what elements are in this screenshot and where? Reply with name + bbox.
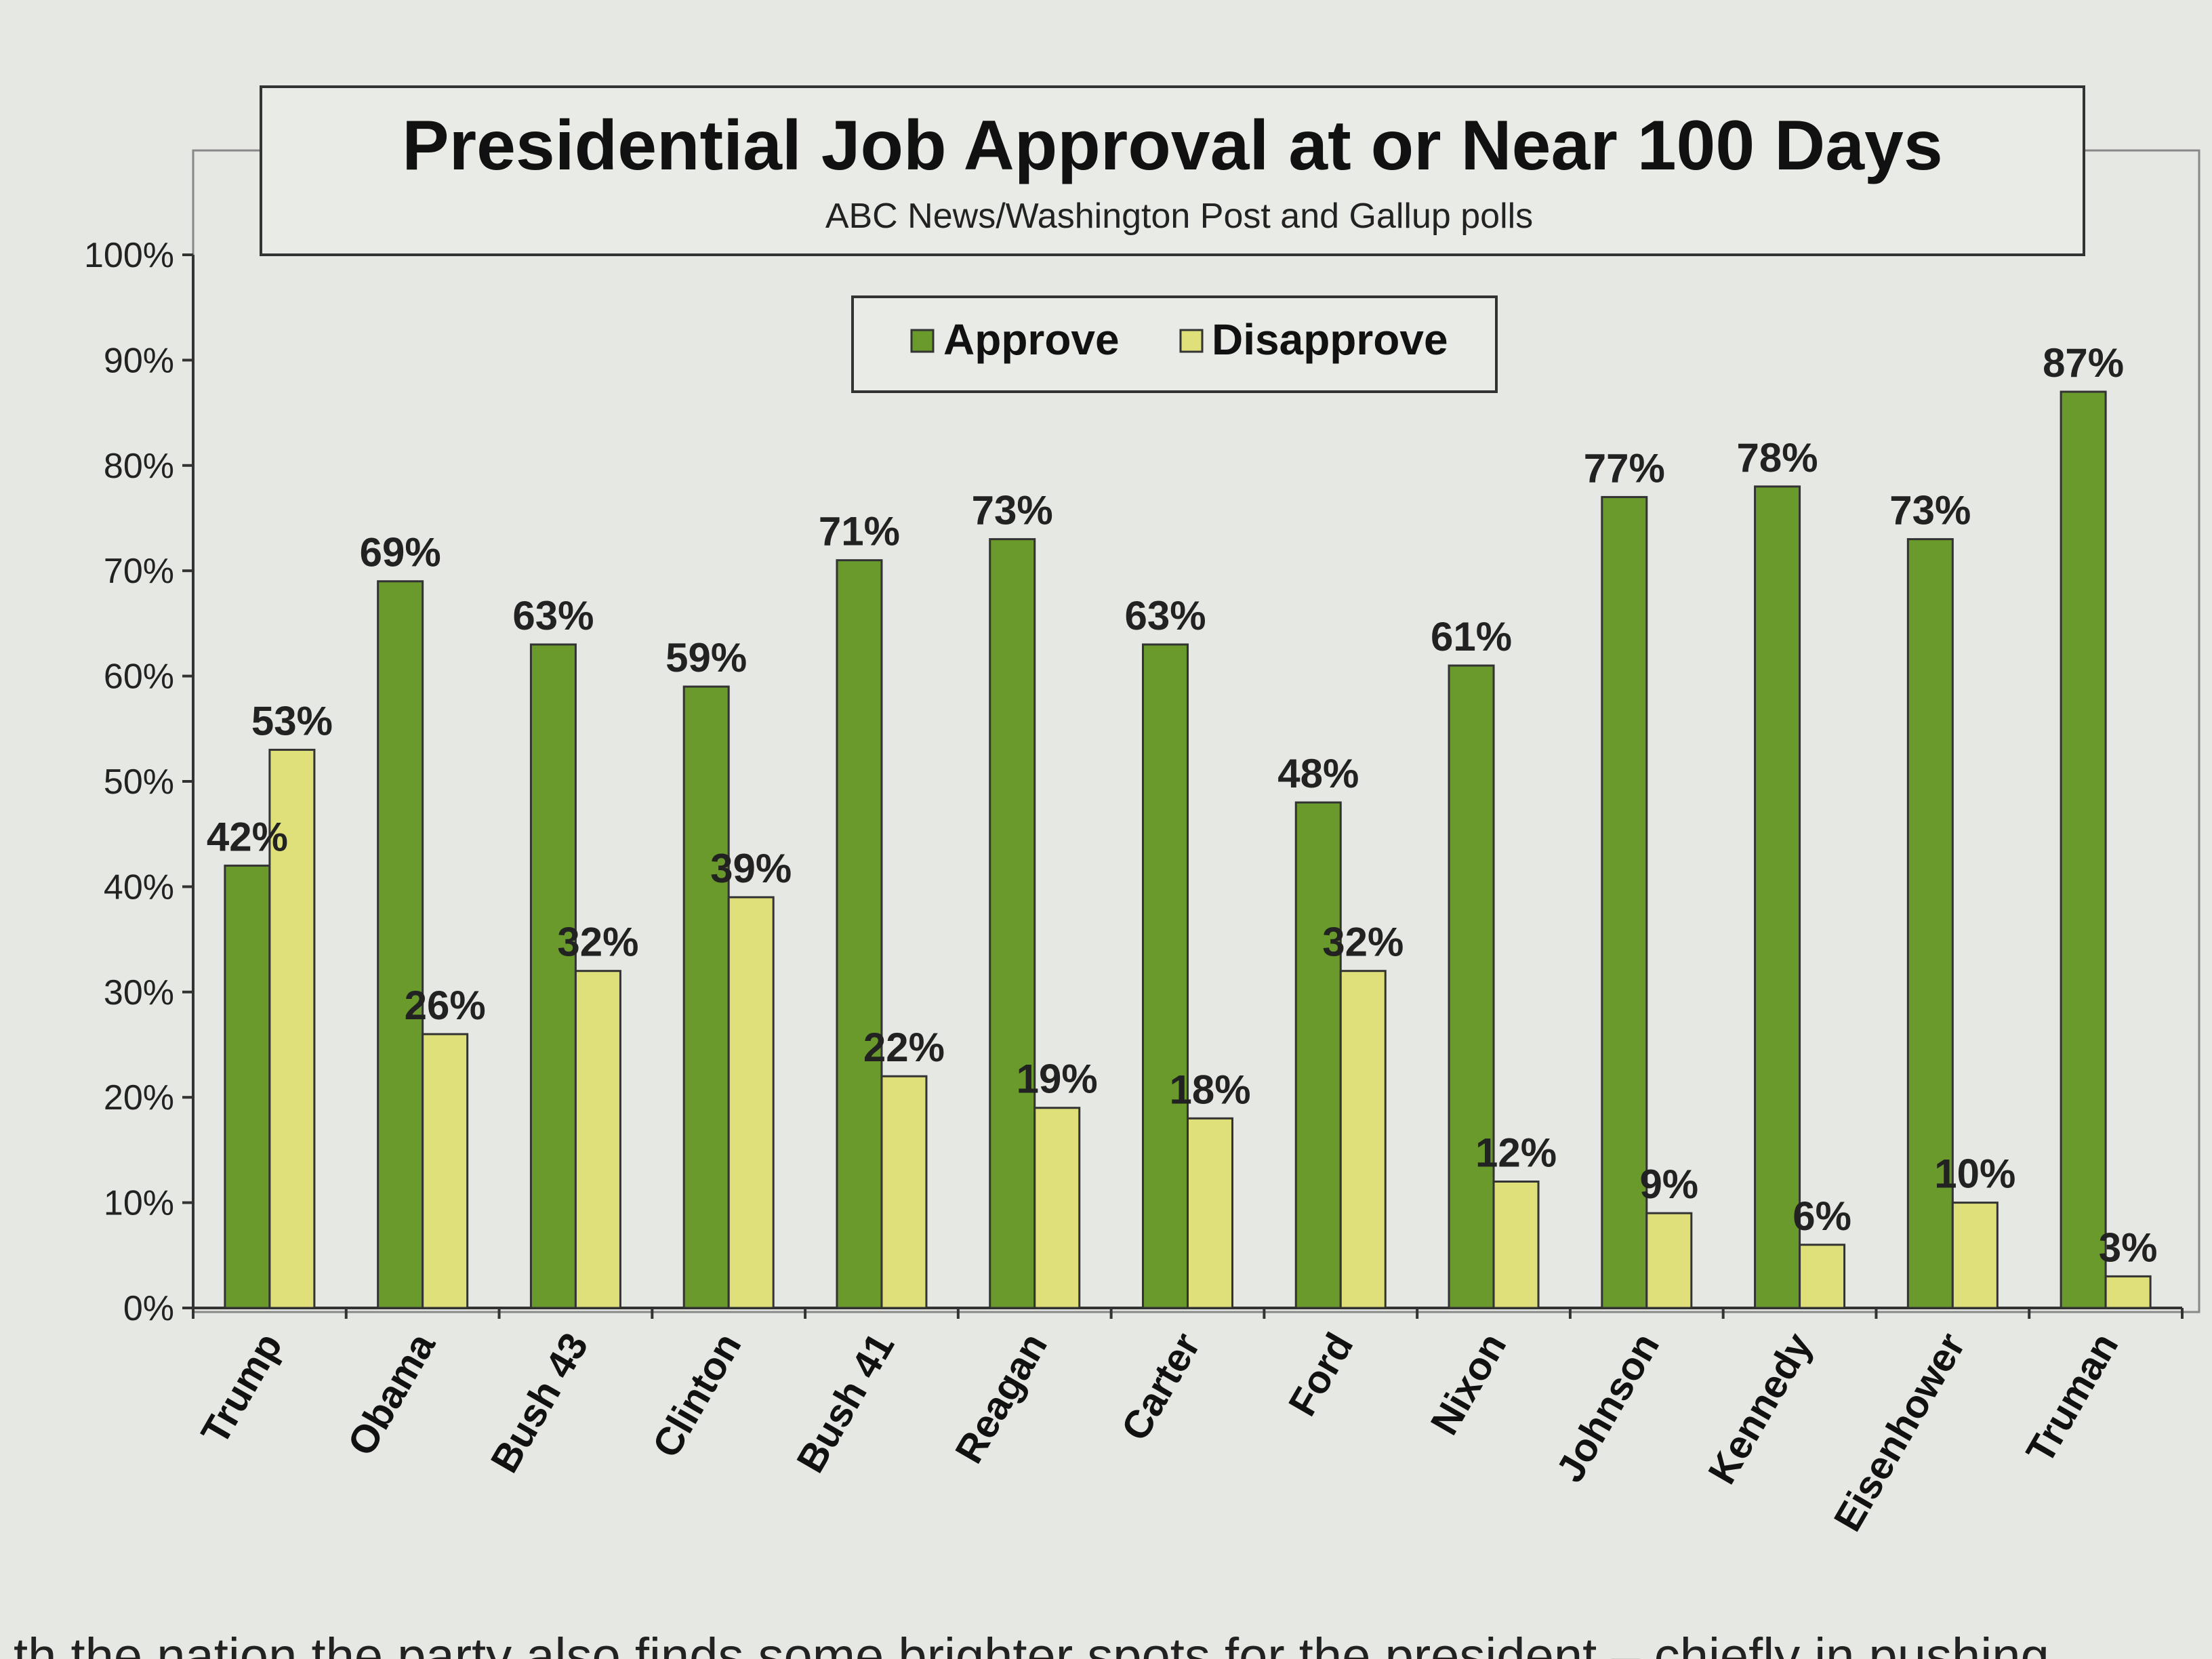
data-label-approve: 71%: [819, 509, 900, 554]
bar-approve-kennedy: [1754, 485, 1801, 1309]
category-label: Obama: [339, 1325, 444, 1462]
y-tick-label: 0%: [123, 1289, 174, 1328]
y-tick-label: 20%: [104, 1078, 174, 1118]
y-tick-label: 60%: [104, 657, 174, 697]
data-label-disapprove: 18%: [1169, 1067, 1250, 1112]
bar-approve-nixon: [1448, 664, 1495, 1309]
y-tick-label: 70%: [104, 552, 174, 591]
data-label-approve: 77%: [1584, 445, 1665, 491]
data-label-approve: 87%: [2043, 340, 2124, 386]
bar-disapprove-kennedy: [1799, 1244, 1846, 1309]
bar-approve-eisenhower: [1906, 538, 1954, 1309]
bar-approve-bush-41: [836, 559, 883, 1309]
legend-swatch-approve: [910, 329, 935, 353]
y-tick-label: 10%: [104, 1184, 174, 1223]
data-label-disapprove: 19%: [1017, 1057, 1098, 1102]
data-label-approve: 61%: [1431, 614, 1512, 659]
category-label: Bush 41: [788, 1326, 903, 1480]
bar-approve-bush-43: [529, 643, 577, 1309]
category-label: Kennedy: [1700, 1326, 1821, 1492]
y-tick-label: 30%: [104, 973, 174, 1012]
bar-approve-carter: [1142, 643, 1189, 1309]
bar-approve-reagan: [989, 538, 1036, 1309]
bar-approve-trump: [224, 864, 271, 1309]
axes: 0% 10% 20% 30% 40% 50% 60% 70% 80% 90% 100%: [84, 236, 2184, 1328]
bars: [224, 390, 2152, 1309]
bar-disapprove-nixon: [1492, 1181, 1540, 1309]
legend-label-disapprove: Disapprove: [1212, 315, 1448, 364]
legend: Approve Disapprove: [851, 295, 1498, 393]
bar-disapprove-bush-41: [880, 1075, 928, 1309]
data-label-approve: 73%: [1889, 488, 1971, 533]
data-label-approve: 48%: [1277, 751, 1359, 796]
data-label-disapprove: 39%: [710, 846, 792, 891]
legend-label-approve: Approve: [943, 315, 1120, 364]
data-label-disapprove: 10%: [1934, 1151, 2015, 1197]
chart-subtitle: ABC News/Washington Post and Gallup poll…: [825, 197, 1533, 236]
y-tick-label: 100%: [84, 236, 174, 275]
chart-title: Presidential Job Approval at or Near 100…: [402, 106, 1942, 185]
category-label: Ford: [1280, 1326, 1362, 1423]
bar-disapprove-eisenhower: [1951, 1202, 1999, 1309]
data-label-approve: 63%: [1124, 593, 1206, 638]
data-label-disapprove: 32%: [557, 920, 638, 965]
data-label-disapprove: 22%: [863, 1025, 945, 1070]
data-label-approve: 59%: [665, 635, 747, 680]
y-tick-label: 40%: [104, 867, 174, 907]
category-label: Eisenhower: [1826, 1326, 1974, 1538]
category-label: Bush 43: [483, 1326, 597, 1480]
data-label-approve: 63%: [512, 593, 594, 638]
data-label-disapprove: 26%: [405, 983, 486, 1028]
caption-fragment: th the nation the party also finds some …: [14, 1628, 2049, 1659]
bar-disapprove-bush-43: [574, 970, 621, 1309]
category-label: Nixon: [1422, 1326, 1515, 1442]
data-label-approve: 78%: [1737, 435, 1818, 480]
y-tick-label: 90%: [104, 341, 174, 380]
bar-disapprove-reagan: [1033, 1107, 1081, 1309]
data-label-disapprove: 53%: [251, 698, 333, 743]
data-label-disapprove: 32%: [1322, 920, 1404, 965]
bar-disapprove-obama: [422, 1033, 469, 1309]
data-label-disapprove: 9%: [1639, 1162, 1698, 1207]
value-labels: 42% 53% 69% 26% 63% 32% 59% 39% 71% 22% 73% 19% 63% 1…: [207, 340, 2158, 1270]
data-label-disapprove: 12%: [1475, 1130, 1557, 1176]
category-labels: Trump Obama Bush 43 Clinton Bush 41 Reagan Car…: [192, 1325, 2127, 1538]
legend-frame: [851, 295, 1498, 393]
category-label: Johnson: [1548, 1326, 1668, 1490]
data-label-approve: 42%: [207, 814, 288, 859]
title-box: Presidential Job Approval at or Near 100…: [260, 85, 2085, 256]
y-tick-label: 80%: [104, 447, 174, 486]
data-label-disapprove: 3%: [2099, 1225, 2158, 1270]
bar-disapprove-ford: [1339, 970, 1387, 1309]
bar-disapprove-carter: [1187, 1117, 1233, 1309]
bar-disapprove-johnson: [1645, 1212, 1693, 1309]
bar-approve-johnson: [1601, 495, 1648, 1309]
bar-disapprove-truman: [2104, 1275, 2152, 1309]
category-label: Trump: [192, 1326, 291, 1452]
category-label: Carter: [1113, 1326, 1209, 1448]
y-tick-label: 50%: [104, 762, 174, 802]
data-label-disapprove: 6%: [1793, 1193, 1851, 1239]
category-label: Reagan: [947, 1326, 1056, 1471]
data-label-approve: 69%: [360, 530, 441, 575]
bar-approve-obama: [377, 580, 424, 1309]
bar-approve-truman: [2060, 390, 2107, 1309]
category-label: Truman: [2018, 1326, 2127, 1471]
title-frame: [260, 85, 2085, 256]
category-label: Clinton: [644, 1326, 750, 1465]
bar-disapprove-clinton: [727, 896, 775, 1309]
legend-swatch-disapprove: [1179, 329, 1204, 353]
bar-approve-ford: [1294, 801, 1342, 1309]
bar-approve-clinton: [682, 685, 730, 1309]
data-label-approve: 73%: [972, 488, 1053, 533]
bar-disapprove-trump: [268, 748, 316, 1309]
